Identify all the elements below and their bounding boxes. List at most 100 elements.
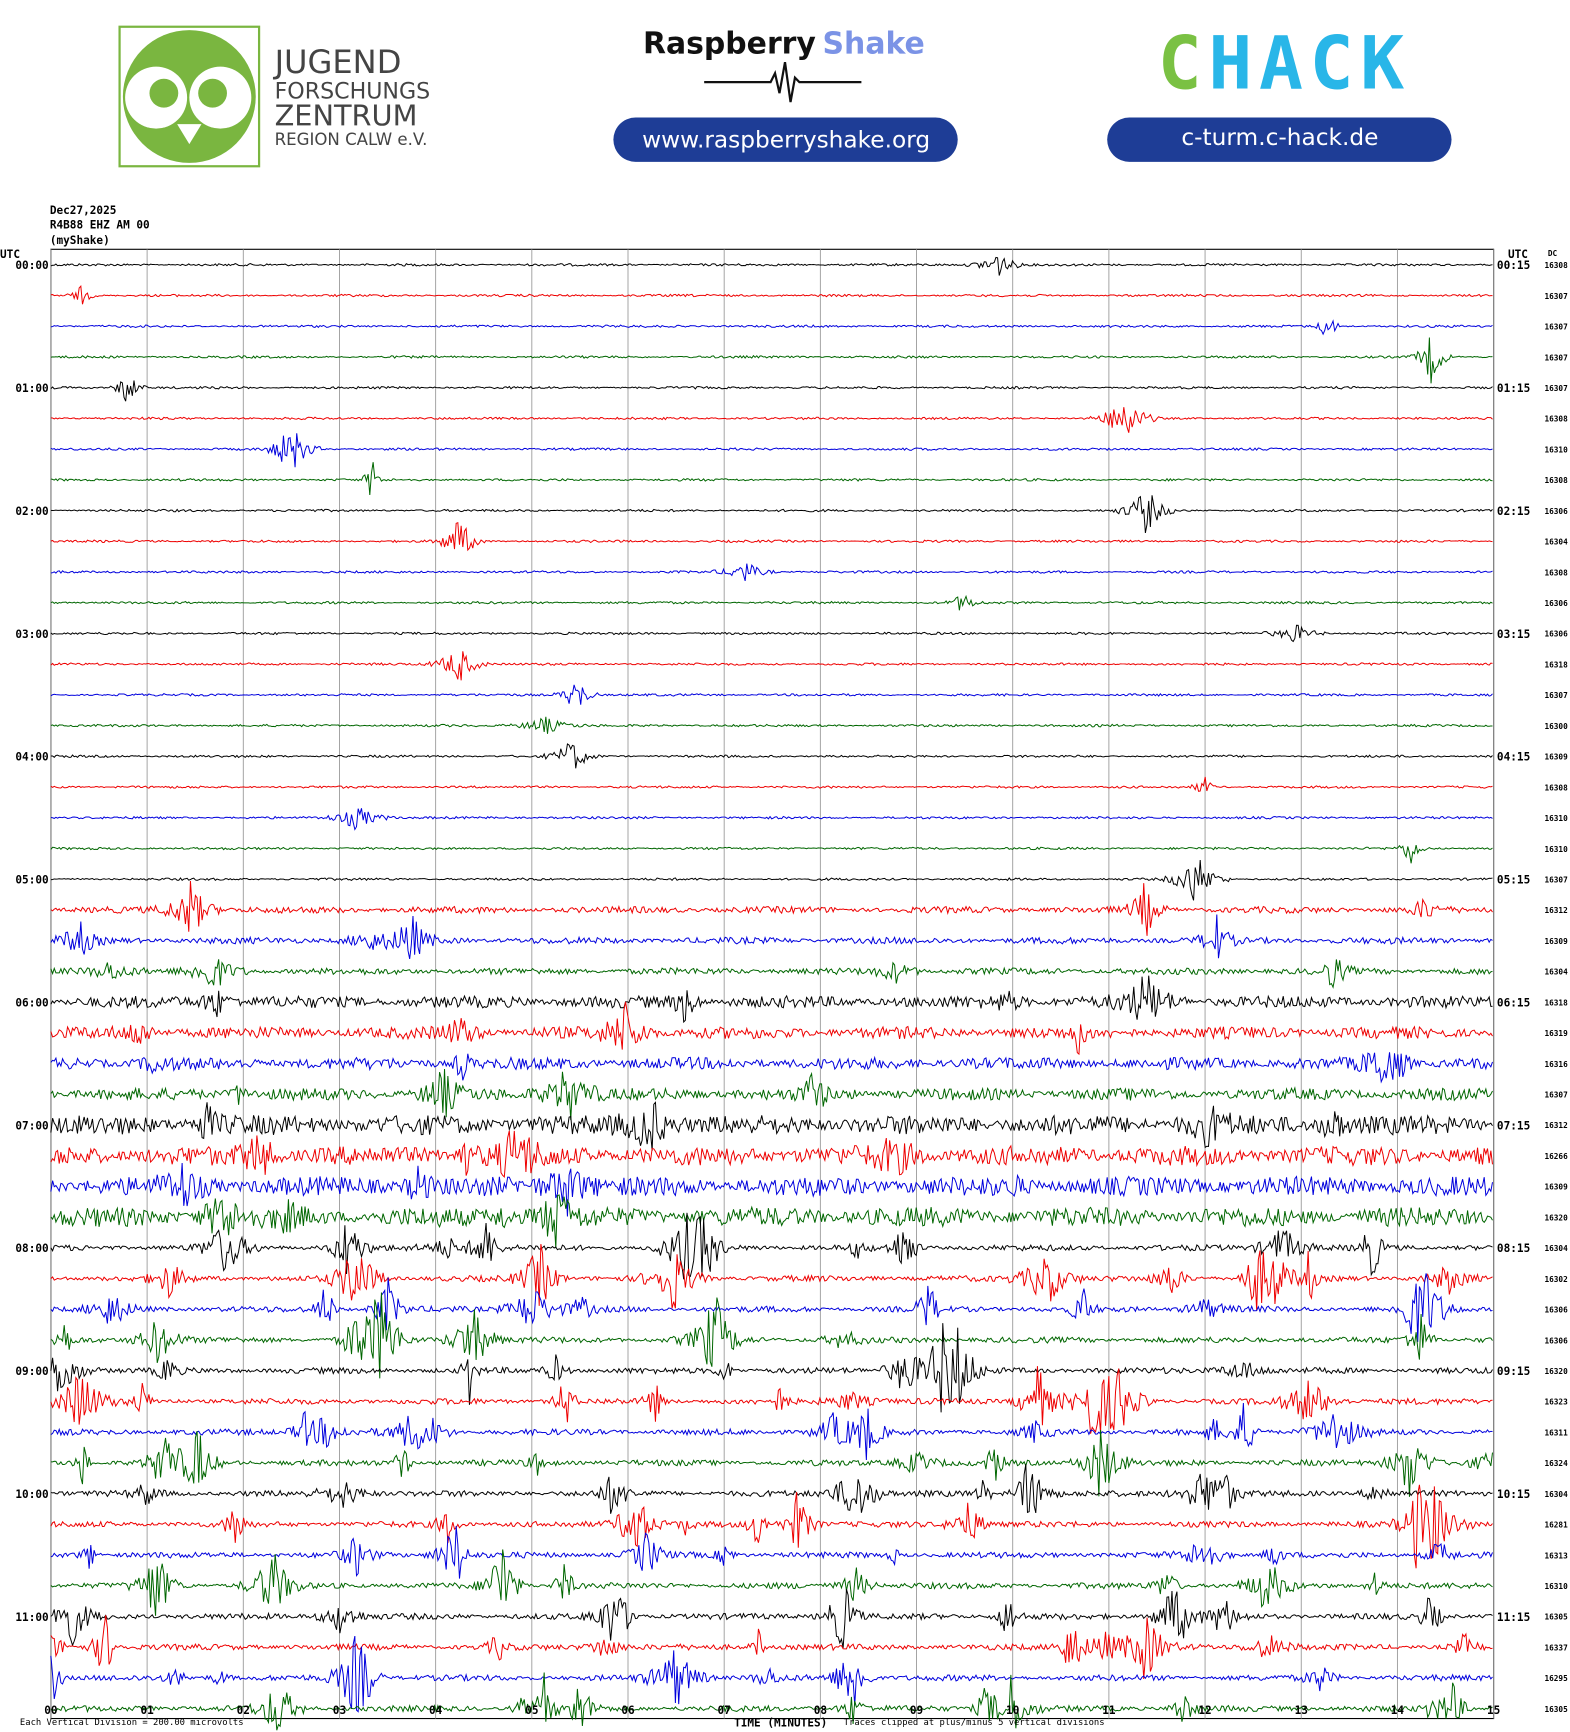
x-tick-label: 13 — [1295, 1704, 1308, 1717]
dc-value: 16312 — [1544, 1121, 1568, 1130]
dc-value: 16306 — [1544, 599, 1568, 608]
seismic-trace — [50, 256, 1493, 276]
x-tick-label: 09 — [910, 1704, 923, 1717]
right-time: 08:15 — [1497, 1242, 1530, 1255]
dc-value: 16307 — [1544, 323, 1568, 332]
seismic-trace — [50, 914, 1493, 959]
dc-value: 16306 — [1544, 630, 1568, 639]
dc-value: 16320 — [1544, 1213, 1568, 1222]
brand: Raspberry Shake — [643, 26, 925, 61]
seismic-trace — [50, 1273, 1493, 1342]
right-time: 02:15 — [1497, 505, 1530, 518]
seismic-trace — [50, 1484, 1493, 1569]
dc-value: 16308 — [1544, 568, 1568, 577]
url: www.raspberryshake.org — [642, 126, 930, 153]
dc-value: 16310 — [1544, 814, 1568, 823]
dc-value: 16305 — [1544, 1613, 1568, 1622]
right-time: 06:15 — [1497, 996, 1530, 1009]
seismic-trace — [50, 1194, 1493, 1249]
seismic-trace — [50, 433, 1493, 468]
seismic-trace — [50, 881, 1493, 936]
seismic-trace — [50, 1001, 1493, 1056]
dc-value: 16300 — [1544, 722, 1568, 731]
seismic-trace — [50, 1672, 1493, 1731]
dc-value: 16306 — [1544, 1336, 1568, 1345]
dc-value: 16309 — [1544, 753, 1568, 762]
brand-wave — [704, 61, 862, 103]
logo-text: FORSCHUNGS — [275, 79, 431, 105]
seismic-trace — [50, 844, 1493, 864]
brand-word: Raspberry — [643, 26, 816, 61]
seismic-trace — [50, 285, 1493, 305]
dc-value: 16304 — [1544, 1244, 1568, 1253]
seismic-trace — [50, 380, 1493, 402]
seismic-trace — [50, 1323, 1493, 1413]
right-time: 05:15 — [1497, 874, 1530, 887]
dc-value: 16323 — [1544, 1398, 1568, 1407]
url-pill — [613, 117, 958, 162]
scale-note: Each Vertical Division = 200.00 microvol… — [20, 1718, 244, 1728]
url-pill — [1107, 117, 1452, 162]
dc-value: 16310 — [1544, 845, 1568, 854]
seismic-trace — [50, 684, 1493, 705]
x-tick-label: 05 — [525, 1704, 538, 1717]
seismic-trace — [50, 1212, 1493, 1280]
x-axis-label: TIME (MINUTES) — [734, 1716, 827, 1729]
right-time: 11:15 — [1497, 1611, 1530, 1624]
seismic-trace — [50, 743, 1493, 769]
dc-value: 16295 — [1544, 1674, 1568, 1683]
seismic-trace — [50, 495, 1493, 534]
dc-value: 16308 — [1544, 783, 1568, 792]
seismic-trace — [50, 1525, 1493, 1579]
left-time: 06:00 — [15, 996, 48, 1009]
seismic-trace — [50, 1292, 1493, 1379]
clip-note: Traces clipped at plus/minus 5 vertical … — [844, 1718, 1105, 1728]
right-time: 07:15 — [1497, 1119, 1530, 1132]
dc-value: 16324 — [1544, 1459, 1568, 1468]
right-time: 04:15 — [1497, 751, 1530, 764]
utc-label: UTC — [1508, 248, 1528, 261]
dc-value: 16308 — [1544, 415, 1568, 424]
x-tick-label: 15 — [1487, 1704, 1500, 1717]
seismic-trace — [50, 716, 1493, 734]
seismic-trace — [50, 563, 1493, 582]
left-time: 04:00 — [15, 751, 48, 764]
seismic-trace — [50, 1464, 1493, 1514]
seismic-trace — [50, 337, 1493, 384]
dc-value: 16320 — [1544, 1367, 1568, 1376]
dc-value: 16316 — [1544, 1060, 1568, 1069]
dc-value: 16266 — [1544, 1152, 1568, 1161]
dc-value: 16304 — [1544, 968, 1568, 977]
dc-value: 16337 — [1544, 1643, 1568, 1652]
dc-value: 16306 — [1544, 507, 1568, 516]
seismic-trace — [50, 1549, 1493, 1616]
seismic-trace — [50, 1635, 1493, 1713]
x-tick-label: 03 — [333, 1704, 346, 1717]
url: c-turm.c-hack.de — [1181, 124, 1378, 151]
x-tick-label: 02 — [237, 1704, 250, 1717]
dc-value: 16318 — [1544, 998, 1568, 1007]
logo-text: JUGEND — [273, 43, 402, 81]
dc-value: 16312 — [1544, 906, 1568, 915]
dc-value: 16307 — [1544, 875, 1568, 884]
x-tick-label: 07 — [718, 1704, 731, 1717]
seismic-trace — [50, 1588, 1493, 1648]
seismic-trace — [50, 1130, 1493, 1178]
dc-value: 16302 — [1544, 1275, 1568, 1284]
x-tick-label: 11 — [1102, 1704, 1116, 1717]
network: (myShake) — [50, 234, 110, 247]
dc-value: 16307 — [1544, 353, 1568, 362]
dc-value: 16307 — [1544, 691, 1568, 700]
dc-value: 16304 — [1544, 538, 1568, 547]
dc-value: 16313 — [1544, 1551, 1568, 1560]
dc-value: 16307 — [1544, 1091, 1568, 1100]
dc-value: 16309 — [1544, 937, 1568, 946]
dc-value: 16306 — [1544, 1306, 1568, 1315]
chack-part: HACK — [1208, 22, 1411, 107]
seismic-trace — [50, 1402, 1493, 1461]
chack-logo: CHACK — [1158, 22, 1411, 107]
dc-value: 16307 — [1544, 292, 1568, 301]
x-tick-label: 01 — [140, 1704, 154, 1717]
dc-value: 16308 — [1544, 261, 1568, 270]
